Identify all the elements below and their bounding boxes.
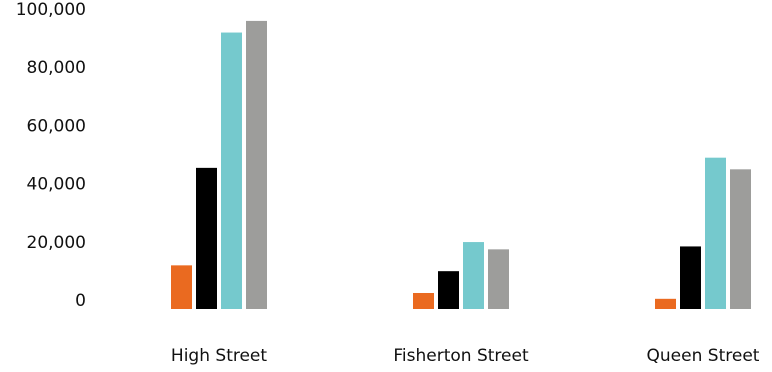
bar [171,265,192,309]
bar [413,292,434,309]
bar [488,249,509,309]
bar [463,242,484,309]
bar [438,271,459,309]
x-axis-labels: High Street Fisherton Street Queen Street [171,346,760,366]
bars [171,20,751,310]
bar [730,169,751,309]
bar [246,20,267,309]
x-category-label: Fisherton Street [393,346,529,366]
x-category-label: Queen Street [647,346,760,366]
bar [705,157,726,309]
y-tick-label: 80,000 [27,58,86,78]
bar [655,298,676,309]
bar [680,246,701,309]
y-tick-label: 60,000 [27,116,86,136]
y-tick-label: 100,000 [16,0,86,20]
x-category-label: High Street [171,346,267,366]
y-tick-label: 40,000 [27,175,86,195]
y-axis-ticks: 0 20,000 40,000 60,000 80,000 100,000 [16,0,86,311]
bar [221,32,242,310]
bar [196,167,217,309]
y-tick-label: 20,000 [27,233,86,253]
y-tick-label: 0 [75,291,86,311]
